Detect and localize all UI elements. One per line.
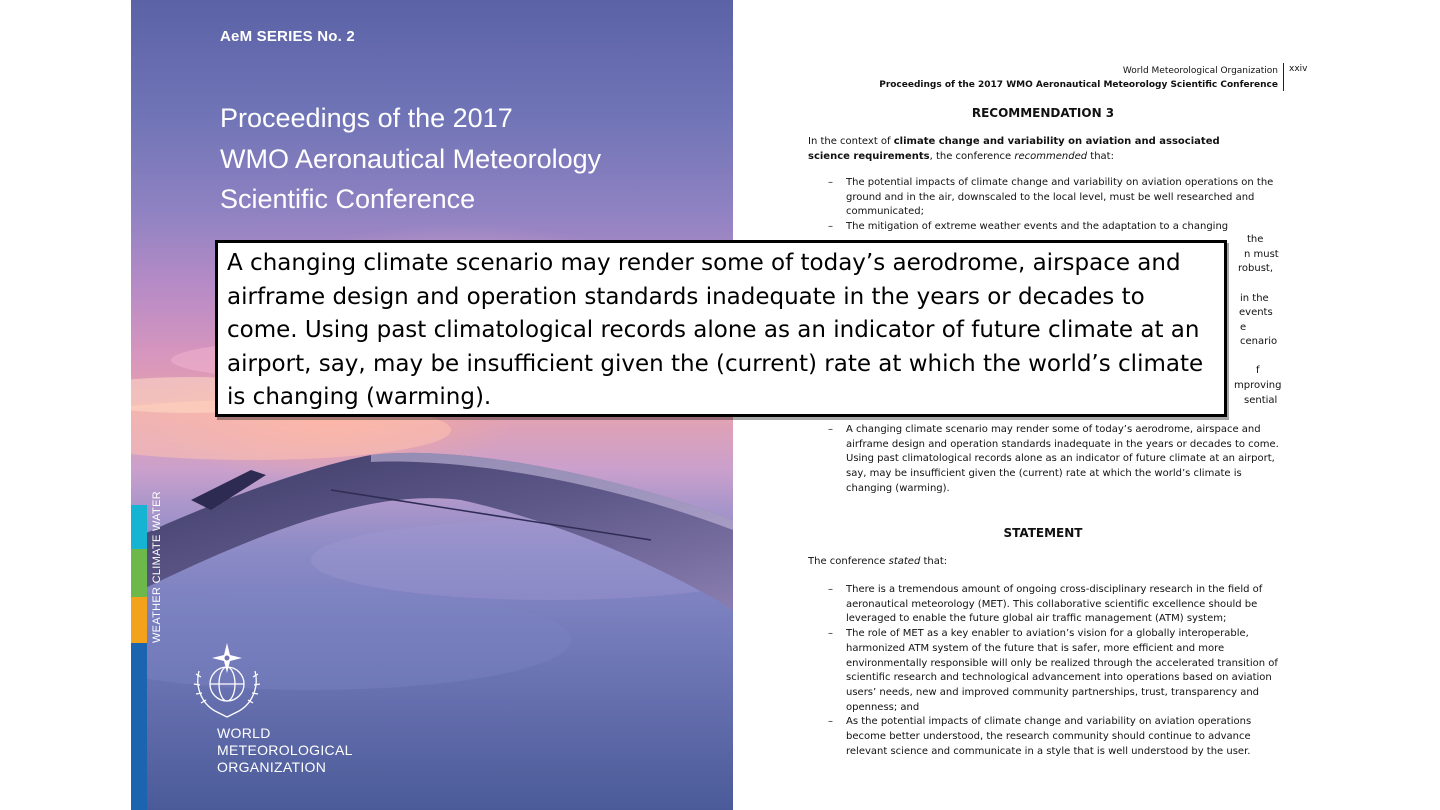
text-fragment: sential <box>1244 395 1278 406</box>
cover-title: Proceedings of the 2017 WMO Aeronautical… <box>220 98 700 220</box>
list-item: As the potential impacts of climate chan… <box>828 715 1280 759</box>
list-item: The role of MET as a key enabler to avia… <box>828 627 1280 715</box>
color-stripes <box>131 505 147 810</box>
intro-italic-text: recommended <box>1014 150 1088 162</box>
intro-bold-text: climate change and variability on aviati… <box>808 136 1220 162</box>
intro-text: , the conference <box>929 150 1015 162</box>
text-fragment: events <box>1239 307 1273 318</box>
list-item: The potential impacts of climate change … <box>828 176 1280 220</box>
running-head: World Meteorological Organization Procee… <box>879 64 1278 92</box>
statement-list: There is a tremendous amount of ongoing … <box>828 583 1280 759</box>
cover-title-line: WMO Aeronautical Meteorology <box>220 143 602 174</box>
text-fragment: mproving <box>1234 380 1282 391</box>
text-fragment: e <box>1240 322 1247 333</box>
running-head-title: Proceedings of the 2017 WMO Aeronautical… <box>879 80 1278 90</box>
stripe-green <box>131 549 147 597</box>
text-fragment: cenario <box>1240 336 1278 347</box>
running-head-org: World Meteorological Organization <box>1122 66 1278 76</box>
wmo-emblem-icon <box>193 643 261 718</box>
running-head-divider <box>1283 63 1284 91</box>
text-fragment: n must <box>1244 249 1279 260</box>
organization-name-line: ORGANIZATION <box>217 759 327 775</box>
intro-italic-text: stated <box>888 556 921 567</box>
statement-intro: The conference stated that: <box>808 555 1248 570</box>
occluded-text-fragments: the n must robust, in the events e cenar… <box>1228 233 1288 413</box>
text-fragment: robust, <box>1238 263 1274 274</box>
recommendation-heading: RECOMMENDATION 3 <box>971 106 1115 120</box>
recommendation-list: The potential impacts of climate change … <box>828 176 1280 240</box>
stripe-cyan <box>131 505 147 549</box>
page-number: xxiv <box>1289 64 1308 74</box>
side-label: WEATHER CLIMATE WATER <box>151 491 163 643</box>
intro-text: In the context of <box>808 136 894 147</box>
organization-name-line: WORLD <box>217 725 271 741</box>
intro-text: that: <box>920 556 948 567</box>
cover-title-line: Scientific Conference <box>220 184 476 214</box>
series-label: AeM SERIES No. 2 <box>220 28 355 45</box>
list-item: A changing climate scenario may render s… <box>828 423 1280 497</box>
text-fragment: f <box>1256 365 1260 376</box>
recommendation-intro: In the context of climate change and var… <box>808 135 1248 164</box>
zoomed-quote-callout: A changing climate scenario may render s… <box>215 240 1227 417</box>
organization-name: WORLD METEOROLOGICAL ORGANIZATION <box>217 725 353 776</box>
statement-heading: STATEMENT <box>1003 526 1083 540</box>
cover-title-line: Proceedings of the 2017 <box>220 103 513 133</box>
list-item: The mitigation of extreme weather events… <box>828 220 1280 235</box>
list-item: There is a tremendous amount of ongoing … <box>828 583 1280 627</box>
organization-name-line: METEOROLOGICAL <box>217 742 353 758</box>
intro-text: that: <box>1087 150 1114 162</box>
text-fragment: the <box>1247 234 1264 245</box>
stripe-orange <box>131 597 147 643</box>
recommendation-list-last: A changing climate scenario may render s… <box>828 423 1280 497</box>
intro-text: The conference <box>808 556 889 567</box>
text-fragment: in the <box>1240 293 1269 304</box>
stripe-blue <box>131 643 147 810</box>
